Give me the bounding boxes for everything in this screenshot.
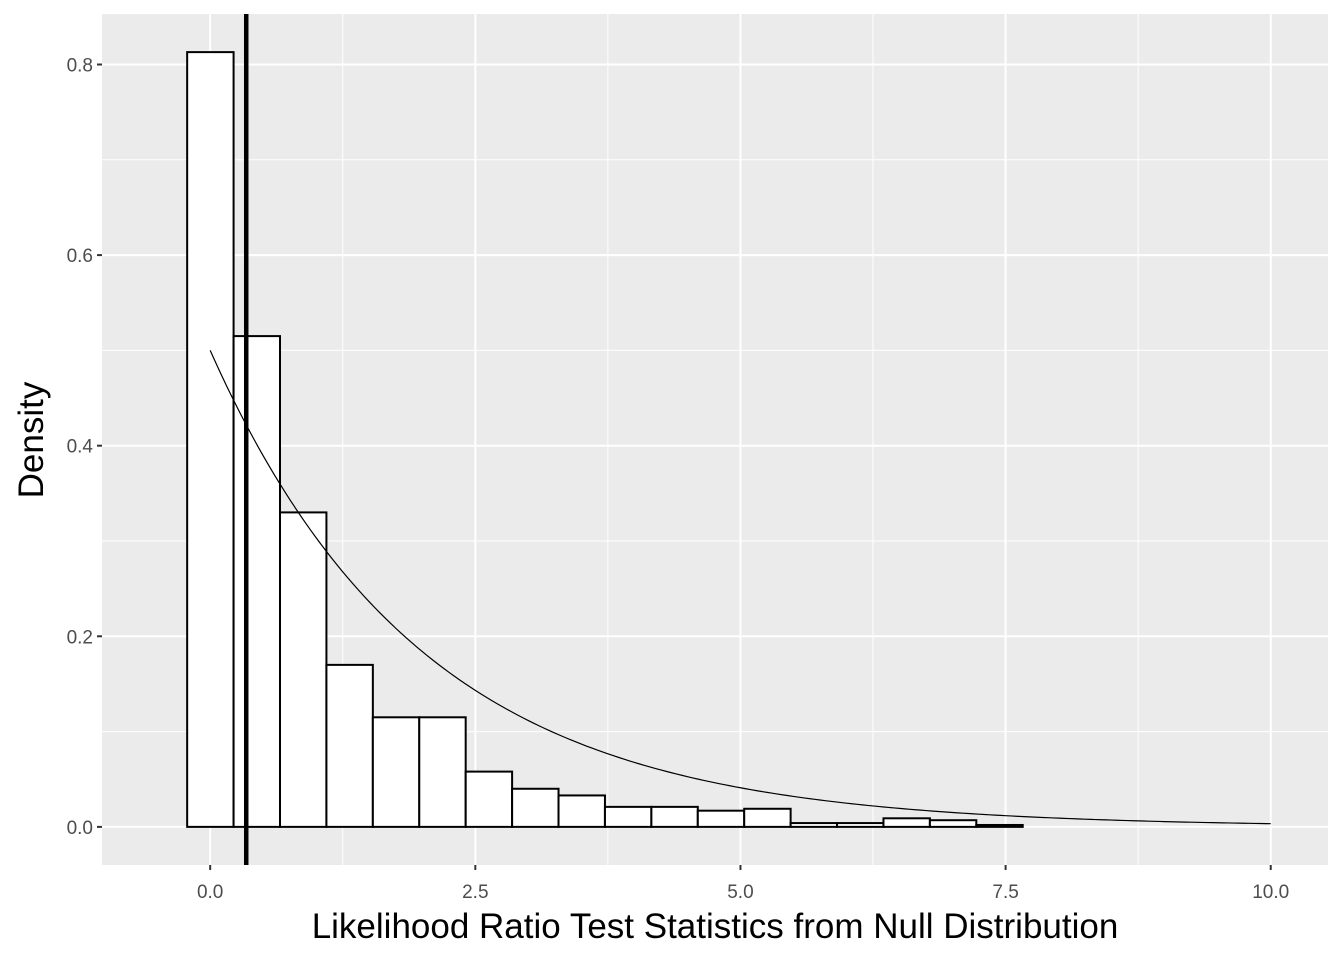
- x-tick-label: 10.0: [1252, 882, 1289, 903]
- histogram-bar: [186, 51, 235, 828]
- y-tick-label: 0.6: [67, 246, 93, 267]
- histogram-bar: [836, 822, 885, 828]
- histogram-bar: [418, 716, 467, 828]
- histogram-bar: [975, 823, 1024, 828]
- histogram-bar: [232, 335, 282, 828]
- x-tick-label: 0.0: [197, 882, 223, 903]
- x-axis-ticks: 0.0 2.5 5.0 7.5 10.0: [197, 865, 1289, 903]
- x-tick-label: 5.0: [727, 882, 753, 903]
- x-tick-label: 2.5: [462, 882, 488, 903]
- histogram-bar: [557, 794, 606, 828]
- histogram-bar: [882, 817, 931, 828]
- y-axis-label: Density: [12, 381, 51, 498]
- histogram-bar: [603, 805, 653, 828]
- y-axis-ticks: 0.0 0.2 0.4 0.6 0.8: [67, 56, 102, 839]
- density-curve: [209, 350, 1271, 825]
- histogram-bar: [650, 805, 699, 828]
- histogram-bar: [928, 819, 978, 828]
- density-curve-group: [209, 350, 1271, 825]
- histogram-bar: [696, 809, 746, 828]
- histogram-bar: [511, 787, 560, 828]
- y-tick-label: 0.4: [67, 437, 94, 458]
- histogram-bar: [789, 822, 839, 828]
- histogram-bars: [186, 51, 1024, 828]
- histogram-bar: [325, 663, 374, 828]
- histogram-bar: [743, 807, 792, 828]
- histogram-bar: [464, 770, 514, 828]
- y-tick-label: 0.2: [67, 627, 93, 648]
- histogram-bar: [279, 511, 328, 828]
- histogram-bar: [371, 716, 421, 828]
- y-tick-label: 0.0: [67, 818, 93, 839]
- y-tick-label: 0.8: [67, 56, 93, 77]
- x-tick-label: 7.5: [992, 882, 1018, 903]
- x-axis-label: Likelihood Ratio Test Statistics from Nu…: [312, 907, 1119, 946]
